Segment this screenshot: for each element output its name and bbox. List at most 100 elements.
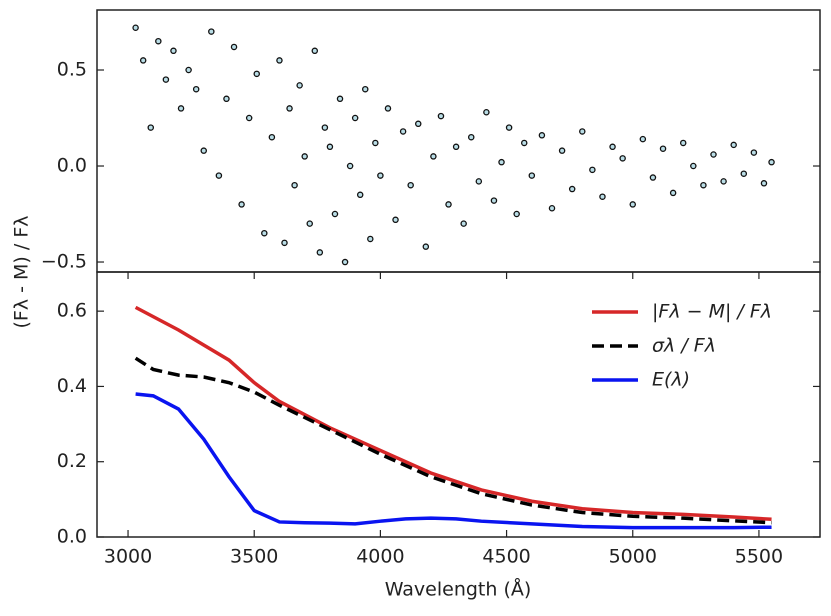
point — [460, 220, 467, 227]
y-tick-label: 0.5 — [57, 59, 87, 81]
plot-frame — [96, 9, 821, 273]
point — [399, 128, 407, 135]
plot-frame — [96, 271, 821, 538]
point — [520, 139, 528, 147]
point — [192, 85, 200, 93]
point — [367, 235, 374, 243]
point — [230, 43, 238, 51]
point — [768, 158, 775, 166]
point — [720, 178, 727, 185]
point — [311, 47, 319, 55]
point — [730, 141, 737, 149]
point — [452, 143, 460, 151]
point — [669, 189, 677, 197]
point — [185, 66, 192, 74]
point — [223, 95, 230, 103]
point — [690, 162, 697, 170]
point — [760, 180, 768, 187]
x-tick-label: 4500 — [482, 546, 530, 568]
point — [548, 205, 556, 212]
point — [710, 151, 717, 158]
point — [336, 95, 344, 103]
point — [215, 172, 223, 179]
y-tick-label: 0.0 — [57, 526, 87, 548]
point — [296, 82, 303, 89]
point — [599, 193, 606, 200]
point — [147, 124, 155, 131]
point — [238, 201, 245, 208]
point — [392, 216, 399, 224]
point — [331, 210, 339, 218]
point — [276, 57, 283, 64]
point — [162, 76, 170, 83]
x-tick-label: 3000 — [104, 546, 152, 568]
legend-label: σλ / Fλ — [652, 335, 716, 357]
y-tick-label: −0.5 — [41, 251, 87, 273]
point — [558, 147, 566, 154]
point — [346, 162, 354, 170]
point — [245, 114, 253, 122]
point — [589, 166, 596, 174]
point — [341, 258, 349, 266]
x-tick-label: 5500 — [735, 546, 783, 568]
point — [281, 239, 288, 247]
point — [326, 143, 334, 151]
point — [513, 210, 520, 218]
point — [467, 133, 475, 141]
line — [135, 392, 772, 530]
point — [528, 172, 536, 179]
point — [372, 139, 379, 147]
y-axis-label: (Fλ - M) / Fλ — [11, 216, 33, 329]
point — [268, 133, 276, 141]
x-tick-label: 5000 — [609, 546, 657, 568]
point — [407, 181, 414, 189]
y-tick-label: 0.0 — [57, 155, 87, 177]
point — [170, 47, 177, 55]
point — [422, 243, 430, 250]
point — [200, 147, 207, 154]
point — [498, 158, 505, 166]
x-tick-label: 4000 — [356, 546, 404, 568]
point — [639, 135, 647, 143]
point — [750, 149, 758, 156]
point — [155, 37, 162, 45]
y-tick-label: 0.6 — [57, 300, 87, 322]
point — [356, 191, 364, 199]
point — [208, 28, 215, 35]
y-tick-label: 0.2 — [57, 450, 87, 472]
point — [483, 108, 490, 116]
point — [291, 181, 298, 189]
point — [579, 128, 586, 135]
point — [132, 24, 139, 32]
point — [568, 185, 576, 193]
point — [286, 105, 293, 112]
point — [261, 229, 268, 237]
point — [437, 112, 445, 120]
point — [377, 172, 384, 179]
line — [134, 305, 772, 522]
point — [321, 124, 329, 131]
point — [351, 114, 359, 122]
point — [649, 174, 657, 181]
point — [316, 249, 324, 256]
point — [384, 105, 392, 112]
x-tick-label: 3500 — [230, 546, 278, 568]
point — [609, 143, 616, 151]
point — [253, 70, 260, 78]
point — [629, 201, 637, 208]
point — [445, 201, 452, 208]
point — [538, 132, 546, 139]
x-axis-label: Wavelength (Å) — [385, 578, 532, 601]
y-tick-label: 0.4 — [57, 375, 87, 397]
point — [679, 139, 687, 147]
point — [475, 178, 483, 185]
point — [139, 57, 147, 64]
point — [505, 124, 513, 131]
point — [177, 105, 185, 112]
point — [306, 220, 313, 227]
point — [362, 85, 369, 93]
point — [740, 170, 748, 177]
point — [301, 153, 308, 160]
point — [700, 181, 707, 189]
